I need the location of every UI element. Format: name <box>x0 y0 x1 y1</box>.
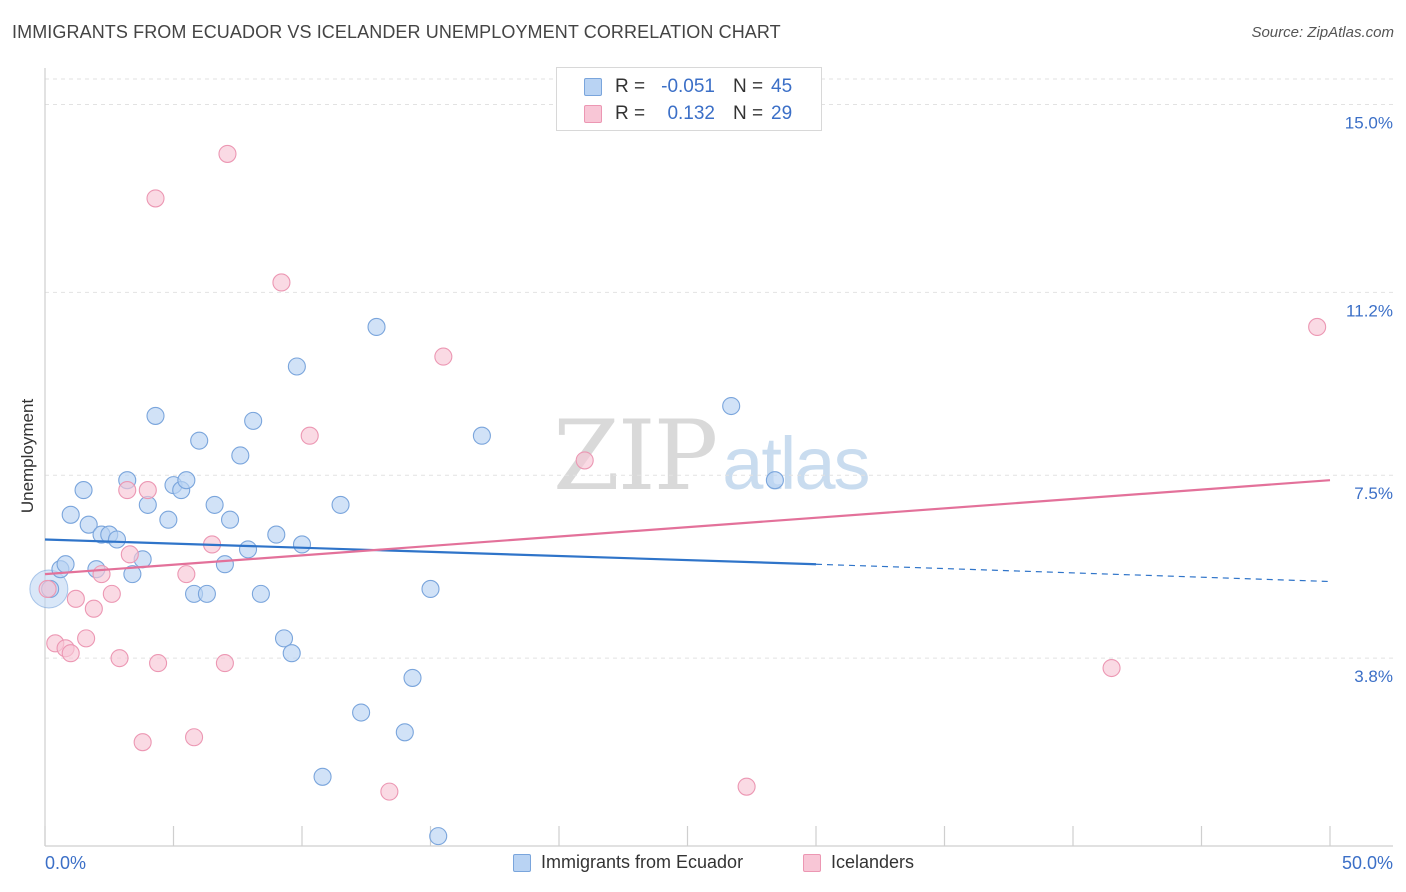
ecuador-point <box>765 471 784 490</box>
legend-item-icelanders[interactable]: Icelanders <box>803 852 914 873</box>
icelander-point <box>110 649 129 668</box>
legend-n-value-2: 29 <box>771 103 793 124</box>
icelander-point <box>434 347 453 366</box>
icelander-point <box>38 579 57 598</box>
icelander-point <box>218 144 237 163</box>
icelander-point <box>92 565 111 584</box>
y-tick-label: 15.0% <box>1345 113 1393 132</box>
ecuador-point <box>292 535 312 554</box>
icelander-point <box>120 545 139 564</box>
ecuador-point <box>352 703 371 722</box>
ecuador-trendline <box>44 538 817 566</box>
icelander-point <box>1102 658 1121 678</box>
ecuador-point <box>107 530 127 549</box>
legend-swatch-ecuador <box>513 853 531 872</box>
ecuador-point <box>331 495 350 514</box>
icelander-point <box>149 654 168 673</box>
icelander-point <box>1308 317 1327 336</box>
source-label: Source: ZipAtlas.com <box>1251 24 1394 41</box>
ecuador-point <box>215 555 234 574</box>
chart-title: IMMIGRANTS FROM ECUADOR VS ICELANDER UNE… <box>12 22 781 42</box>
icelander-point <box>575 451 594 470</box>
ecuador-point <box>313 767 332 786</box>
icelander-point <box>84 599 103 618</box>
legend-swatch-blue <box>584 78 602 96</box>
legend-label-icelanders: Icelanders <box>831 852 915 872</box>
ecuador-point <box>403 668 422 687</box>
ecuador-point <box>190 431 209 450</box>
legend-r-label-1: R = <box>615 76 646 97</box>
ecuador-point <box>220 510 240 529</box>
icelander-point <box>77 629 96 648</box>
ecuador-point <box>205 495 224 514</box>
legend-n-label-1: N = <box>733 76 764 97</box>
y-tick-label: 3.8% <box>1354 667 1393 686</box>
y-tick-label: 7.5% <box>1354 484 1393 503</box>
icelander-point <box>177 565 196 584</box>
ecuador-point <box>56 555 75 574</box>
ecuador-point <box>722 396 741 416</box>
ecuador-point <box>429 827 448 846</box>
ecuador-trendline-extension <box>815 563 1331 583</box>
legend-r-value-2: 0.132 <box>667 103 715 124</box>
legend-label-ecuador: Immigrants from Ecuador <box>541 852 744 872</box>
ecuador-point <box>177 471 196 490</box>
icelander-point <box>133 733 152 752</box>
icelander-point <box>737 777 756 796</box>
correlation-legend: R = -0.051 N = 45 R = 0.132 N = 29 <box>556 67 822 131</box>
ecuador-point <box>282 644 301 663</box>
legend-item-ecuador[interactable]: Immigrants from Ecuador <box>513 852 743 873</box>
icelander-point <box>102 584 121 603</box>
icelander-point <box>380 782 399 801</box>
ecuador-point <box>74 481 93 500</box>
ecuador-point <box>231 446 250 465</box>
series-legend: Immigrants from Ecuador Icelanders <box>0 852 1406 876</box>
ecuador-point <box>267 525 286 544</box>
ecuador-point <box>61 505 80 524</box>
icelander-point <box>300 426 319 445</box>
legend-swatch-pink <box>584 105 602 123</box>
legend-n-label-2: N = <box>733 103 764 124</box>
icelander-point <box>272 273 291 292</box>
legend-r-label-2: R = <box>615 103 646 124</box>
ecuador-point <box>287 357 306 376</box>
icelander-point <box>66 589 85 608</box>
ecuador-point <box>367 317 386 336</box>
ecuador-point <box>79 515 98 534</box>
x-tick-label: 50.0% <box>1342 853 1393 873</box>
legend-n-value-1: 45 <box>771 76 793 97</box>
y-axis-label: Unemployment <box>18 398 37 514</box>
icelander-point <box>146 189 165 208</box>
ecuador-point <box>238 540 258 559</box>
watermark-atlas: atlas <box>722 422 870 505</box>
legend-r-value-1: -0.051 <box>661 76 715 97</box>
ecuador-point <box>197 584 216 603</box>
icelander-point <box>61 644 80 663</box>
ecuador-point <box>146 406 165 425</box>
ecuador-point <box>251 584 270 603</box>
ecuador-point <box>123 565 142 584</box>
ecuador-point <box>421 579 440 598</box>
icelander-point <box>215 654 234 673</box>
y-tick-label: 11.2% <box>1346 301 1393 320</box>
ecuador-point <box>472 426 491 445</box>
legend-swatch-icelanders <box>803 853 821 872</box>
icelander-trendline <box>44 479 1331 576</box>
ecuador-point <box>395 723 414 742</box>
ecuador-point <box>159 510 178 529</box>
ecuador-point <box>244 411 263 430</box>
ecuador-point <box>274 629 294 648</box>
icelander-point <box>185 728 204 747</box>
icelander-point <box>138 481 157 500</box>
icelander-point <box>118 481 137 500</box>
x-tick-label: 0.0% <box>45 853 86 873</box>
